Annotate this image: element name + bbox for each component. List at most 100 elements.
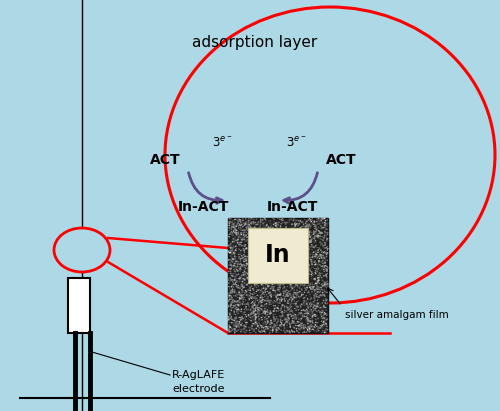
Point <box>247 219 255 226</box>
Point <box>283 307 291 314</box>
Point <box>251 305 259 312</box>
Point <box>310 287 318 294</box>
Point <box>316 324 324 331</box>
Point <box>315 289 323 295</box>
Point <box>284 241 292 247</box>
Point <box>254 266 262 273</box>
Point <box>234 288 242 295</box>
Point <box>304 321 312 327</box>
Point <box>302 219 310 226</box>
Point <box>238 281 246 287</box>
Point <box>262 280 270 287</box>
Point <box>225 293 233 299</box>
Point <box>292 219 300 226</box>
Point <box>232 223 240 230</box>
Point <box>284 227 292 234</box>
Point <box>224 313 232 320</box>
Point <box>240 277 248 284</box>
Point <box>262 300 270 307</box>
Point <box>276 259 284 266</box>
Point <box>321 221 329 228</box>
Point <box>306 222 314 229</box>
Point <box>264 240 272 247</box>
Point <box>294 237 302 244</box>
Point <box>270 278 278 285</box>
Point <box>232 318 239 325</box>
Point <box>240 294 248 301</box>
Point <box>294 319 302 326</box>
Point <box>316 252 324 259</box>
Point <box>306 229 314 236</box>
Point <box>311 223 319 230</box>
Point <box>241 323 249 330</box>
Point <box>227 300 235 306</box>
Point <box>310 254 318 260</box>
Point <box>260 262 268 269</box>
Point <box>260 308 268 315</box>
Point <box>235 294 243 301</box>
Point <box>230 282 238 288</box>
Point <box>296 322 304 329</box>
Point <box>317 223 325 229</box>
Point <box>230 298 238 305</box>
Point <box>310 292 318 298</box>
Point <box>292 272 300 279</box>
Point <box>254 306 262 313</box>
Point <box>238 250 246 256</box>
Point <box>318 220 326 227</box>
Point <box>282 224 290 230</box>
Point <box>321 260 329 266</box>
Point <box>254 309 262 316</box>
Point <box>313 255 321 262</box>
Point <box>256 273 264 279</box>
Point <box>308 241 316 248</box>
Point <box>276 279 284 286</box>
Point <box>225 319 233 326</box>
Point <box>232 272 239 279</box>
Point <box>283 300 291 306</box>
Point <box>253 262 261 268</box>
Point <box>224 298 232 305</box>
Point <box>306 234 314 240</box>
Point <box>282 303 290 309</box>
Point <box>322 272 330 278</box>
Point <box>246 309 254 316</box>
Point <box>306 217 314 224</box>
Point <box>274 298 281 305</box>
Point <box>304 326 312 333</box>
Point <box>314 217 322 224</box>
Point <box>230 296 237 303</box>
Point <box>311 261 319 268</box>
Point <box>318 230 326 236</box>
Point <box>242 313 250 320</box>
Point <box>230 250 238 256</box>
Point <box>233 229 241 236</box>
Point <box>318 236 326 242</box>
Point <box>286 269 294 276</box>
Point <box>230 298 238 305</box>
Point <box>254 299 262 306</box>
Point <box>290 226 298 233</box>
Text: In: In <box>265 243 291 267</box>
Point <box>252 286 260 293</box>
Point <box>238 306 246 312</box>
Point <box>314 251 322 257</box>
Point <box>320 237 328 244</box>
Point <box>248 275 256 281</box>
Point <box>231 256 239 263</box>
Point <box>242 327 250 333</box>
Point <box>266 296 274 303</box>
Point <box>312 266 320 272</box>
Point <box>255 253 263 259</box>
Point <box>310 303 318 310</box>
Point <box>248 252 256 259</box>
Point <box>248 225 256 231</box>
Point <box>232 311 239 318</box>
Point <box>256 296 264 302</box>
Point <box>263 274 271 280</box>
Point <box>314 268 322 274</box>
Point <box>242 289 250 295</box>
Point <box>312 261 320 267</box>
Point <box>238 231 246 238</box>
Point <box>312 280 320 287</box>
